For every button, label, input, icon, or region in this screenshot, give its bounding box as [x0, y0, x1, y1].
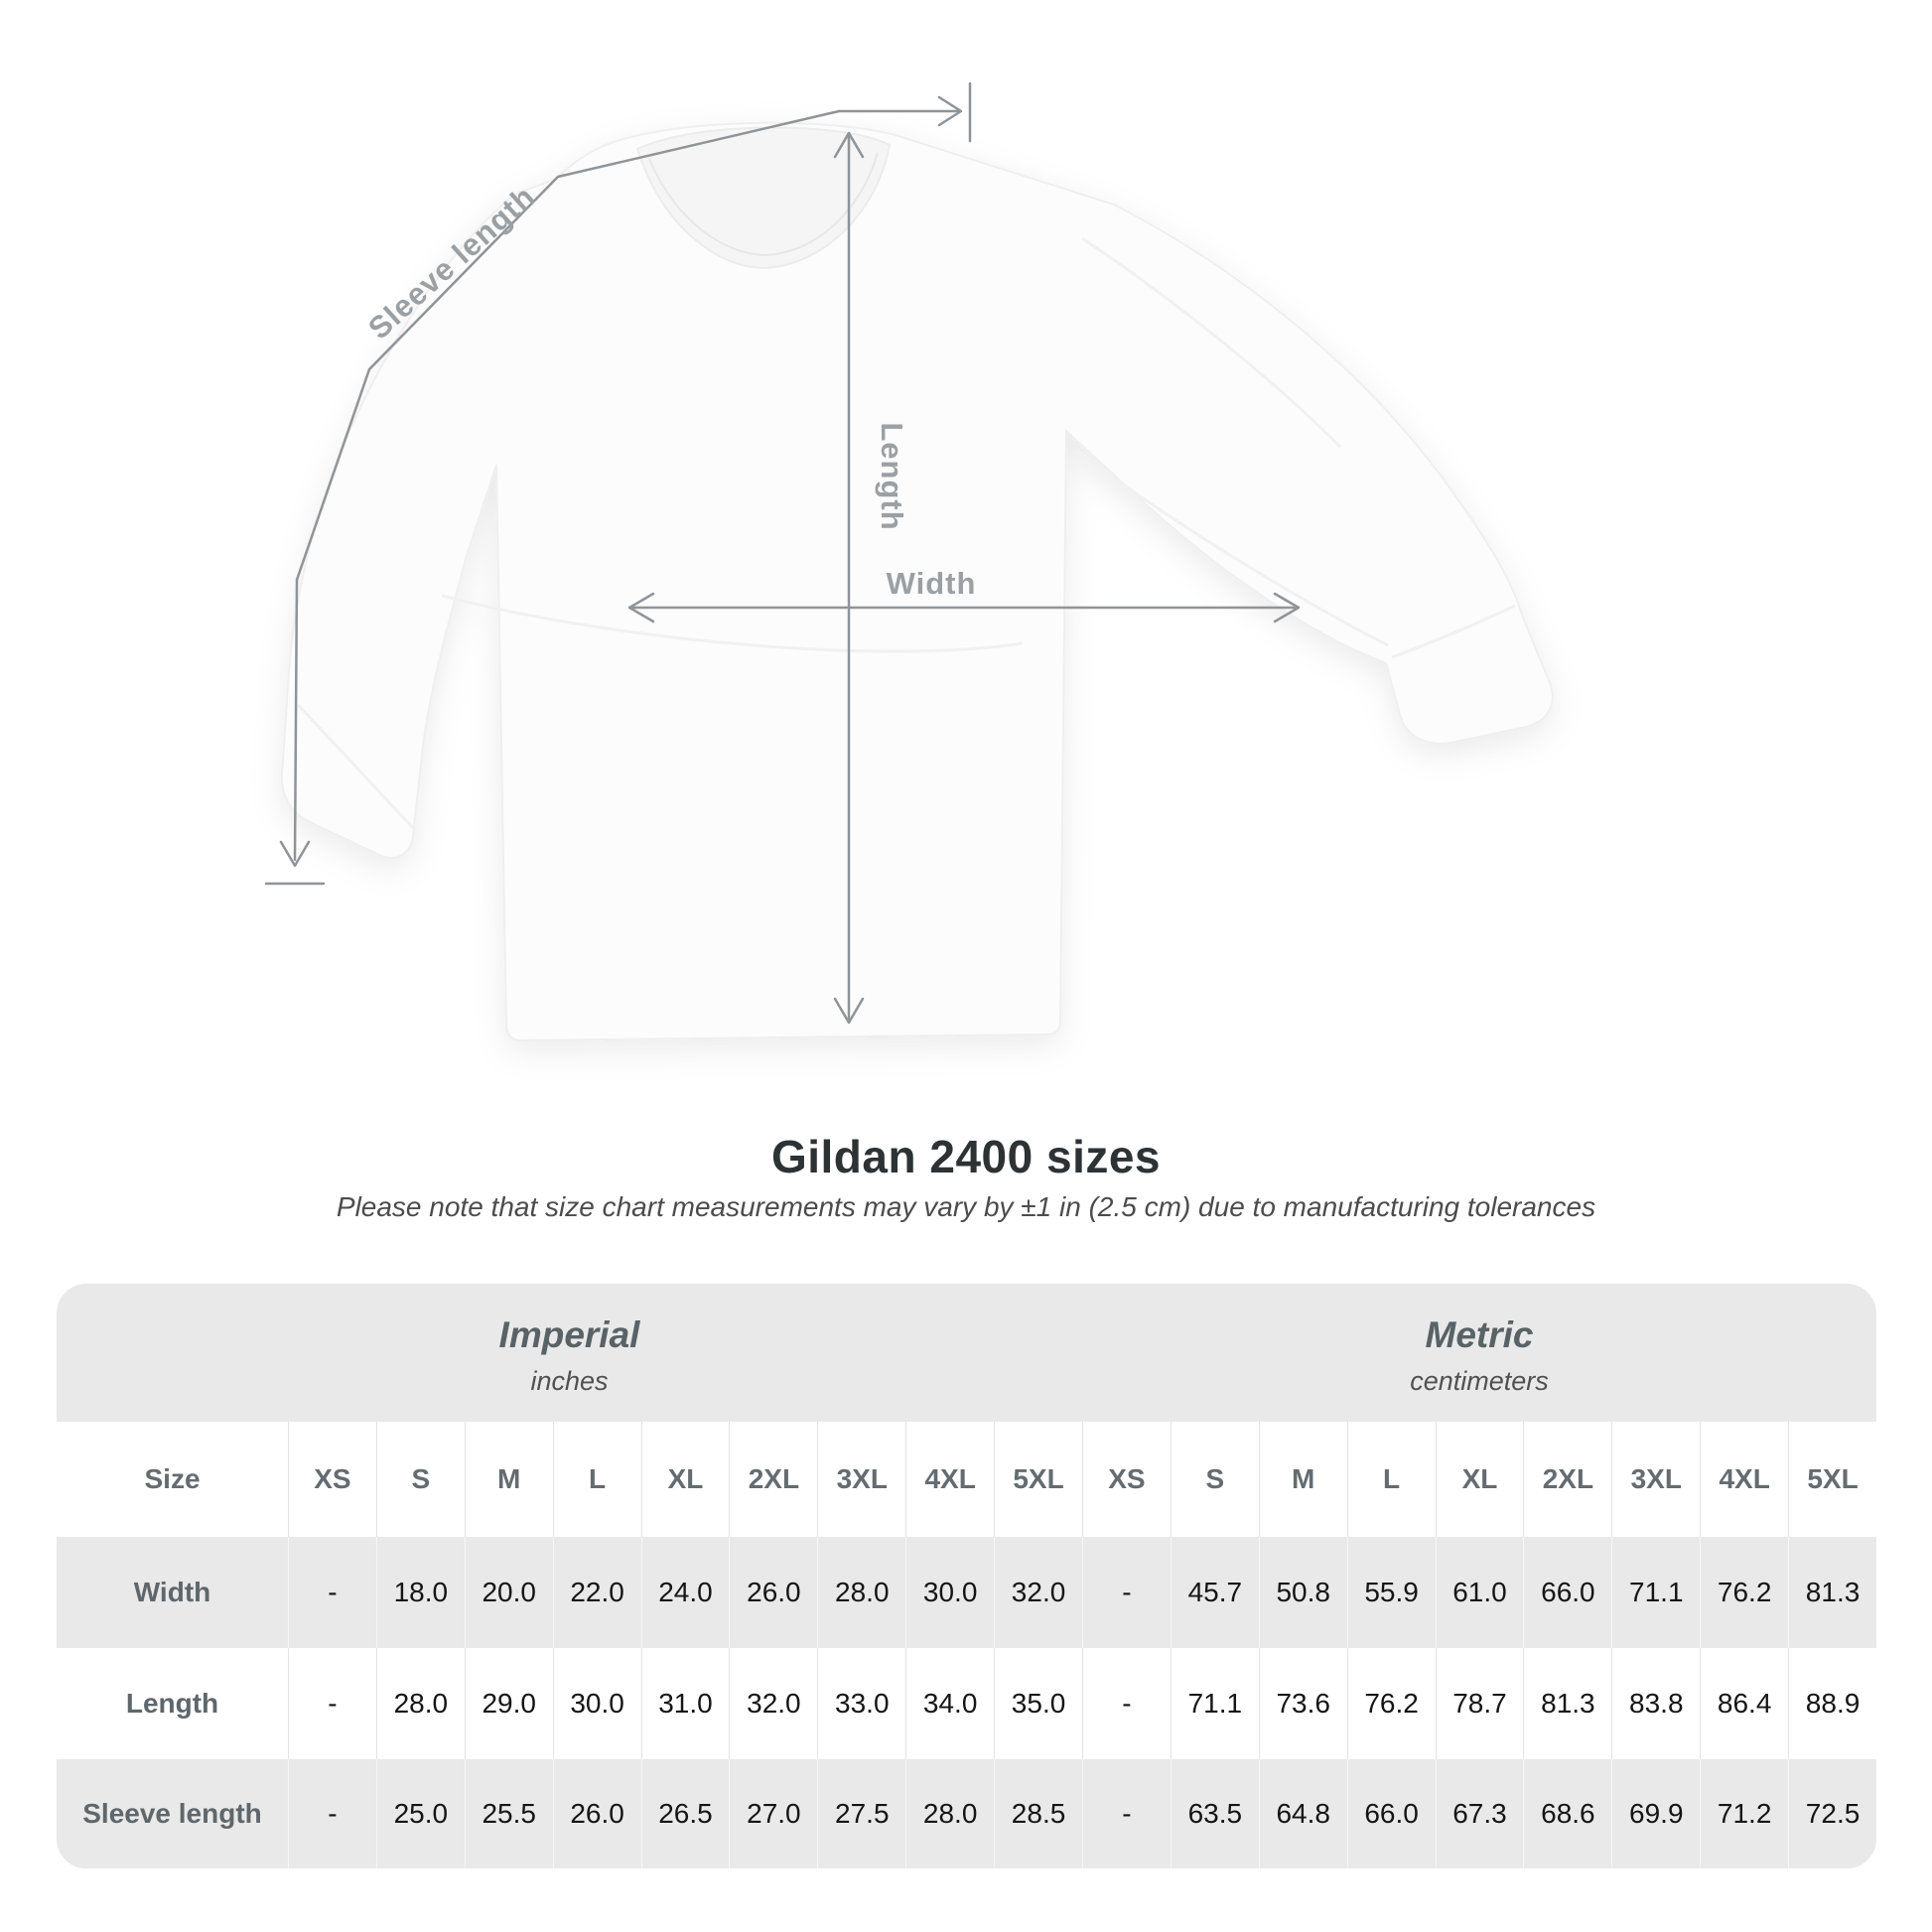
table-cell: - [1081, 1648, 1171, 1759]
col-header-imperial-l: L [552, 1422, 641, 1537]
table-cell: 30.0 [552, 1648, 641, 1759]
col-header-metric-xl: XL [1435, 1422, 1524, 1537]
unit-group-row: Imperial inches Metric centimeters [57, 1284, 1876, 1422]
metric-label: Metric [1425, 1314, 1534, 1355]
table-cell: 71.2 [1700, 1759, 1788, 1868]
table-cell: 27.0 [729, 1759, 817, 1868]
table-cell: 61.0 [1435, 1537, 1524, 1648]
table-cell: 29.0 [464, 1648, 553, 1759]
table-cell: 45.7 [1170, 1537, 1259, 1648]
shirt-diagram-svg: Sleeve length Length Width [264, 81, 1554, 1042]
table-cell: 67.3 [1435, 1759, 1524, 1868]
table-cell: 28.0 [817, 1537, 905, 1648]
length-label: Length [875, 422, 909, 530]
table-cell: 71.1 [1611, 1537, 1700, 1648]
imperial-group-header: Imperial inches [57, 1284, 1082, 1422]
metric-group-header: Metric centimeters [1082, 1284, 1876, 1422]
col-header-imperial-2xl: 2XL [729, 1422, 817, 1537]
page-title: Gildan 2400 sizes [770, 1131, 1162, 1182]
imperial-sublabel: inches [530, 1366, 609, 1396]
table-cell: 20.0 [464, 1537, 553, 1648]
table-cell: 24.0 [640, 1537, 730, 1648]
width-measure-line [627, 592, 1301, 623]
col-header-metric-2xl: 2XL [1523, 1422, 1611, 1537]
width-label: Width [887, 566, 977, 601]
table-cell: 22.0 [552, 1537, 641, 1648]
table-cell: - [1081, 1759, 1171, 1868]
size-column-header: Size [144, 1463, 201, 1494]
shirt-measurement-diagram: Sleeve length Length Width [264, 81, 1554, 1042]
col-header-metric-5xl: 5XL [1788, 1422, 1876, 1537]
table-cell: - [288, 1537, 376, 1648]
table-cell: - [1081, 1537, 1171, 1648]
table-cell: 27.5 [817, 1759, 905, 1868]
table-cell: 63.5 [1170, 1759, 1259, 1868]
col-header-metric-3xl: 3XL [1611, 1422, 1700, 1537]
col-header-imperial-3xl: 3XL [817, 1422, 905, 1537]
table-cell: 68.6 [1523, 1759, 1611, 1868]
table-cell: 25.5 [464, 1759, 553, 1868]
table-cell: 86.4 [1700, 1648, 1788, 1759]
table-cell: 18.0 [375, 1537, 465, 1648]
table-cell: 28.0 [375, 1648, 465, 1759]
col-header-imperial-5xl: 5XL [994, 1422, 1082, 1537]
table-cell: 50.8 [1258, 1537, 1347, 1648]
table-cell: 32.0 [729, 1648, 817, 1759]
length-measure-line [833, 131, 865, 1025]
table-cell: 34.0 [905, 1648, 994, 1759]
col-header-metric-l: L [1346, 1422, 1436, 1537]
table-cell: 26.5 [640, 1759, 730, 1868]
table-cell: 71.1 [1170, 1648, 1259, 1759]
row-label: Sleeve length [82, 1798, 262, 1829]
col-header-imperial-4xl: 4XL [905, 1422, 994, 1537]
table-row-width: Width - 18.0 20.0 22.0 24.0 26.0 28.0 30… [57, 1537, 1876, 1648]
col-header-imperial-s: S [375, 1422, 465, 1537]
col-header-metric-s: S [1170, 1422, 1259, 1537]
col-header-metric-xs: XS [1081, 1422, 1171, 1537]
table-cell: 81.3 [1788, 1537, 1876, 1648]
table-cell: 35.0 [994, 1648, 1082, 1759]
table-cell: 33.0 [817, 1648, 905, 1759]
table-cell: 73.6 [1258, 1648, 1347, 1759]
tolerance-note: Please note that size chart measurements… [336, 1191, 1596, 1222]
table-cell: 81.3 [1523, 1648, 1611, 1759]
col-header-metric-m: M [1258, 1422, 1347, 1537]
size-header-row: Size XS S M L XL 2XL 3XL 4XL 5XL XS S M … [57, 1422, 1876, 1537]
table-cell: 76.2 [1346, 1648, 1436, 1759]
col-header-imperial-xs: XS [288, 1422, 376, 1537]
table-cell: 28.5 [994, 1759, 1082, 1868]
table-cell: 32.0 [994, 1537, 1082, 1648]
table-cell: - [288, 1759, 376, 1868]
table-cell: 78.7 [1435, 1648, 1524, 1759]
table-cell: 83.8 [1611, 1648, 1700, 1759]
table-cell: 69.9 [1611, 1759, 1700, 1868]
table-cell: 72.5 [1788, 1759, 1876, 1868]
col-header-imperial-xl: XL [640, 1422, 730, 1537]
table-cell: 66.0 [1523, 1537, 1611, 1648]
table-cell: 76.2 [1700, 1537, 1788, 1648]
table-cell: 66.0 [1346, 1759, 1436, 1868]
sleeve-length-measure-line [264, 81, 972, 886]
table-cell: 26.0 [729, 1537, 817, 1648]
imperial-label: Imperial [498, 1314, 640, 1355]
col-header-imperial-m: M [464, 1422, 553, 1537]
table-cell: 64.8 [1258, 1759, 1347, 1868]
row-label: Width [133, 1577, 211, 1607]
table-cell: - [288, 1648, 376, 1759]
size-table: Imperial inches Metric centimeters Size … [57, 1284, 1876, 1868]
table-cell: 88.9 [1788, 1648, 1876, 1759]
table-cell: 25.0 [375, 1759, 465, 1868]
row-label: Length [125, 1688, 219, 1719]
table-cell: 26.0 [552, 1759, 641, 1868]
table-cell: 31.0 [640, 1648, 730, 1759]
table-cell: 55.9 [1346, 1537, 1436, 1648]
table-cell: 28.0 [905, 1759, 994, 1868]
col-header-metric-4xl: 4XL [1700, 1422, 1788, 1537]
table-cell: 30.0 [905, 1537, 994, 1648]
metric-sublabel: centimeters [1410, 1366, 1549, 1396]
table-row-length: Length - 28.0 29.0 30.0 31.0 32.0 33.0 3… [57, 1648, 1876, 1759]
table-row-sleeve-length: Sleeve length - 25.0 25.5 26.0 26.5 27.0… [57, 1759, 1876, 1868]
